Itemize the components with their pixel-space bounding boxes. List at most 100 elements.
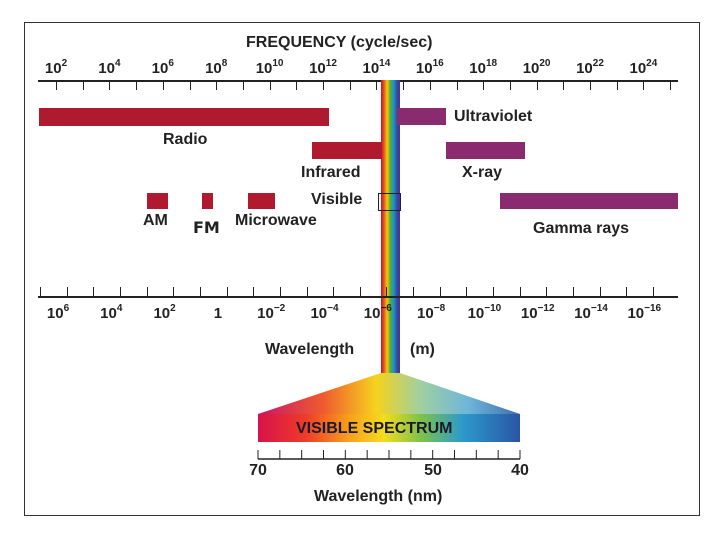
wavelength-tick-mark xyxy=(546,287,548,296)
frequency-tick-mark xyxy=(643,80,645,90)
spectrum-axis-label: Wavelength (nm) xyxy=(314,488,443,505)
frequency-tick-mark xyxy=(670,80,672,90)
wavelength-tick-label: 10−2 xyxy=(257,303,286,322)
wavelength-tick-mark xyxy=(40,287,41,296)
wavelength-tick-label: 10−6 xyxy=(363,303,392,322)
wavelength-tick-label: 10−10 xyxy=(467,303,502,322)
frequency-tick-mark xyxy=(109,80,111,90)
wavelength-tick-label: 104 xyxy=(100,303,123,322)
frequency-tick-label: 1018 xyxy=(469,58,498,77)
wavelength-tick-label: 106 xyxy=(46,303,70,322)
frequency-tick-label: 1014 xyxy=(362,58,391,77)
radio-band-bar xyxy=(39,108,329,126)
infrared-band-bar xyxy=(312,142,382,159)
infrared-label: Infrared xyxy=(301,164,361,181)
wavelength-tick-label: 10−14 xyxy=(574,303,608,322)
microwave-band-bar xyxy=(248,193,275,209)
frequency-tick-mark xyxy=(429,80,431,90)
wavelength-tick-mark xyxy=(93,287,95,296)
frequency-tick-label: 102 xyxy=(44,58,68,77)
spectrum-tick-label: 60 xyxy=(336,462,354,479)
frequency-tick-mark xyxy=(323,80,324,90)
wavelength-tick-mark xyxy=(333,287,335,296)
gamma-band-bar xyxy=(500,193,678,209)
frequency-tick-mark xyxy=(242,80,244,90)
wavelength-tick-label: 10−8 xyxy=(417,303,446,322)
wavelength-tick-label: 10−16 xyxy=(627,303,662,322)
wavelength-axis-line xyxy=(38,296,678,298)
frequency-tick-mark xyxy=(590,80,591,90)
xray-label: X-ray xyxy=(462,164,503,181)
frequency-tick-mark xyxy=(216,80,218,90)
fm-band-bar xyxy=(202,193,213,209)
frequency-tick-mark xyxy=(82,80,84,90)
microwave-label: Microwave xyxy=(235,212,317,229)
ultraviolet-label: Ultraviolet xyxy=(454,108,533,125)
frequency-tick-mark xyxy=(269,80,271,90)
wavelength-label: Wavelength xyxy=(265,341,355,358)
frequency-tick-mark xyxy=(189,80,191,90)
wavelength-tick-mark xyxy=(413,287,415,296)
wavelength-tick-mark xyxy=(226,287,228,296)
spectrum-tick-label: 50 xyxy=(424,462,442,479)
frequency-tick-mark xyxy=(162,80,164,90)
fm-label: FM xyxy=(193,218,220,237)
frequency-tick-label: 1024 xyxy=(629,58,658,77)
wavelength-tick-mark xyxy=(146,287,148,296)
frequency-tick-label: 108 xyxy=(205,58,228,77)
wavelength-tick-mark xyxy=(199,287,201,296)
frequency-tick-mark xyxy=(349,80,351,90)
radio-label: Radio xyxy=(163,131,208,148)
wavelength-tick-mark xyxy=(439,287,441,296)
frequency-tick-mark xyxy=(136,80,138,90)
wavelength-tick-mark xyxy=(493,287,495,296)
spectrum-tick-label: 40 xyxy=(511,462,529,479)
frequency-tick-mark xyxy=(403,80,405,90)
wavelength-tick-mark xyxy=(573,287,574,296)
ultraviolet-band-bar xyxy=(397,108,446,125)
wavelength-tick-mark xyxy=(253,287,255,296)
visible-label: Visible xyxy=(311,191,363,208)
wavelength-tick-mark xyxy=(599,287,601,296)
visible-spectrum-title: VISIBLE SPECTRUM xyxy=(296,420,453,437)
spectrum-tick-label: 70 xyxy=(249,462,267,479)
frequency-tick-mark xyxy=(509,80,511,90)
wavelength-tick-label: 10−4 xyxy=(310,303,339,322)
xray-band-bar xyxy=(446,142,525,159)
wavelength-tick-label: 102 xyxy=(153,303,176,322)
am-label: AM xyxy=(143,212,168,229)
wavelength-tick-label: 10−12 xyxy=(520,303,555,322)
visible-light-column xyxy=(381,80,400,375)
frequency-tick-label: 1012 xyxy=(309,58,337,77)
frequency-tick-mark xyxy=(536,80,538,90)
frequency-tick-label: 1020 xyxy=(522,58,551,77)
frequency-axis-title: FREQUENCY (cycle/sec) xyxy=(246,34,433,51)
wavelength-tick-mark xyxy=(279,287,281,296)
frequency-tick-mark xyxy=(296,80,298,90)
wavelength-tick-label: 1 xyxy=(213,305,223,322)
frequency-tick-mark xyxy=(563,80,565,90)
frequency-axis-line xyxy=(38,80,678,82)
frequency-tick-mark xyxy=(56,80,57,90)
spectrum-tick-marks xyxy=(257,450,521,459)
gamma-label: Gamma rays xyxy=(533,220,630,237)
wavelength-tick-mark xyxy=(466,287,468,296)
wavelength-tick-mark xyxy=(119,287,121,296)
frequency-tick-label: 1010 xyxy=(255,58,284,77)
am-band-bar xyxy=(147,193,168,209)
frequency-tick-label: 1022 xyxy=(576,58,604,77)
frequency-tick-mark xyxy=(376,80,378,90)
frequency-tick-mark xyxy=(456,80,458,90)
frequency-tick-label: 1016 xyxy=(415,58,444,77)
frequency-tick-label: 106 xyxy=(151,58,174,77)
spectrum-fan xyxy=(258,373,520,414)
visible-spectrum-bar xyxy=(258,414,520,442)
frequency-tick-label: 104 xyxy=(98,58,121,77)
wavelength-tick-mark xyxy=(386,287,388,296)
wavelength-tick-mark xyxy=(306,287,308,296)
wavelength-tick-mark xyxy=(519,287,521,296)
wavelength-tick-mark xyxy=(66,287,68,296)
visible-band-marker xyxy=(378,193,401,211)
wavelength-unit: (m) xyxy=(410,341,435,358)
frequency-tick-mark xyxy=(483,80,485,90)
